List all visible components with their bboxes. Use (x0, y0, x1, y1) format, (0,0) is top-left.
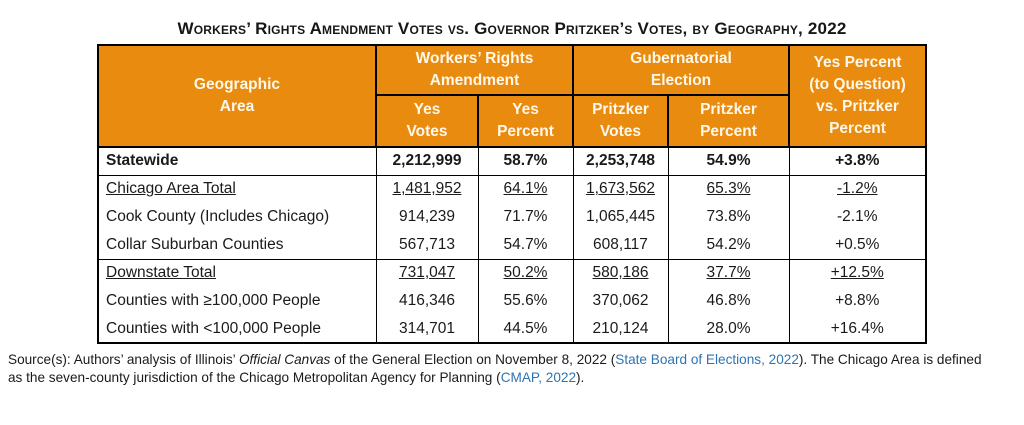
cell-pritzker-votes: 370,062 (572, 287, 669, 315)
votes-table: Geographic Area Workers’ Rights Amendmen… (97, 44, 928, 344)
cell-area: Statewide (97, 147, 377, 176)
cell-diff: +12.5% (788, 258, 927, 287)
cell-yes-votes: 1,481,952 (375, 174, 479, 203)
table-row-counties-lt-100k: Counties with <100,000 People 314,701 44… (97, 315, 927, 343)
cell-area: Chicago Area Total (97, 174, 377, 203)
table-row-collar-suburban-counties: Collar Suburban Counties 567,713 54.7% 6… (97, 231, 927, 259)
cell-pritzker-percent: 46.8% (667, 287, 790, 315)
cell-pritzker-votes: 1,065,445 (572, 203, 669, 231)
cell-pritzker-percent: 73.8% (667, 203, 790, 231)
cell-pritzker-percent: 54.9% (667, 147, 790, 176)
cell-pritzker-votes: 608,117 (572, 231, 669, 259)
cell-pritzker-votes: 2,253,748 (572, 147, 669, 176)
cell-yes-votes: 416,346 (375, 287, 479, 315)
cell-yes-percent: 58.7% (477, 147, 574, 176)
official-canvas-italic: Official Canvas (238, 352, 331, 367)
cell-diff: -2.1% (788, 203, 927, 231)
header-group-row: Geographic Area Workers’ Rights Amendmen… (97, 44, 928, 148)
source-note: Source(s): Authors’ analysis of Illinois… (8, 351, 1020, 387)
cell-area: Collar Suburban Counties (97, 231, 377, 259)
cell-area: Counties with <100,000 People (97, 315, 377, 343)
col-header-yes-votes: Yes Votes (375, 94, 479, 148)
col-header-yes-percent: Yes Percent (477, 94, 574, 148)
cell-yes-votes: 914,239 (375, 203, 479, 231)
cell-yes-votes: 2,212,999 (375, 147, 479, 176)
cell-area: Counties with ≥100,000 People (97, 287, 377, 315)
source-line-2: as the seven-county jurisdiction of the … (8, 370, 585, 386)
table-row-downstate-total: Downstate Total 731,047 50.2% 580,186 37… (97, 258, 927, 287)
page-title: Workers’ Rights Amendment Votes vs. Gove… (177, 19, 847, 38)
table-row-counties-gte-100k: Counties with ≥100,000 People 416,346 55… (97, 287, 927, 315)
source-line-1: Source(s): Authors’ analysis of Illinois… (8, 352, 982, 367)
cell-pritzker-votes: 210,124 (572, 315, 669, 343)
col-header-pritzker-votes: Pritzker Votes (572, 94, 669, 148)
cell-yes-percent: 50.2% (477, 258, 574, 287)
cell-area: Downstate Total (97, 258, 377, 287)
col-header-pritzker-percent: Pritzker Percent (666, 94, 791, 148)
cell-area: Cook County (Includes Chicago) (97, 203, 377, 231)
link-state-board-of-elections[interactable]: State Board of Elections, 2022 (615, 352, 799, 367)
cell-yes-votes: 314,701 (375, 315, 479, 343)
col-group-gubernatorial-election: Gubernatorial Election (571, 44, 791, 96)
cell-yes-percent: 44.5% (477, 315, 574, 343)
cell-yes-votes: 567,713 (375, 231, 479, 259)
cell-pritzker-votes: 1,673,562 (572, 174, 669, 203)
cell-pritzker-percent: 37.7% (667, 258, 790, 287)
cell-diff: +16.4% (788, 315, 927, 343)
cell-yes-percent: 55.6% (477, 287, 574, 315)
cell-diff: -1.2% (788, 174, 927, 203)
cell-diff: +0.5% (788, 231, 927, 259)
cell-pritzker-votes: 580,186 (572, 258, 669, 287)
table-row-statewide: Statewide 2,212,999 58.7% 2,253,748 54.9… (97, 147, 927, 176)
table-row-cook-county: Cook County (Includes Chicago) 914,239 7… (97, 203, 927, 231)
col-header-geographic-area: Geographic Area (97, 44, 377, 148)
col-header-yes-vs-pritzker-percent: Yes Percent (to Question) vs. Pritzker P… (788, 44, 928, 148)
cell-diff: +8.8% (788, 287, 927, 315)
header-sub-row: Yes Votes Yes Percent Pritzker Votes Pri… (98, 94, 926, 148)
cell-diff: +3.8% (788, 147, 927, 176)
link-cmap[interactable]: CMAP, 2022 (500, 370, 577, 386)
col-group-workers-rights-amendment: Workers’ Rights Amendment (375, 44, 574, 96)
cell-yes-votes: 731,047 (375, 258, 479, 287)
cell-pritzker-percent: 54.2% (667, 231, 790, 259)
table-row-chicago-area-total: Chicago Area Total 1,481,952 64.1% 1,673… (97, 174, 927, 203)
cell-pritzker-percent: 28.0% (667, 315, 790, 343)
cell-yes-percent: 64.1% (477, 174, 574, 203)
cell-yes-percent: 54.7% (477, 231, 574, 259)
cell-pritzker-percent: 65.3% (667, 174, 790, 203)
cell-yes-percent: 71.7% (477, 203, 574, 231)
